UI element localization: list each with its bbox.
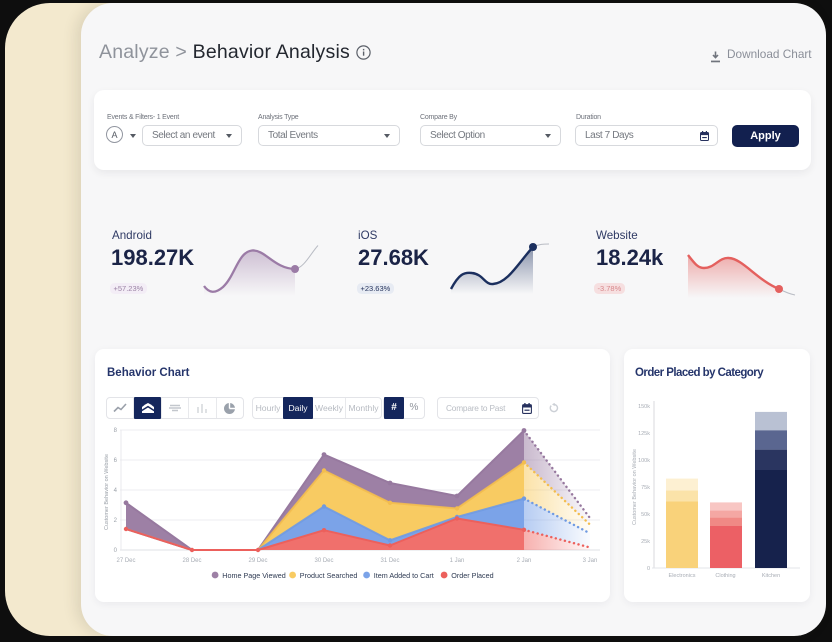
svg-text:1 Jan: 1 Jan bbox=[450, 558, 465, 564]
svg-text:125k: 125k bbox=[638, 431, 650, 437]
svg-text:Clothing: Clothing bbox=[715, 573, 735, 579]
svg-text:8: 8 bbox=[114, 428, 118, 434]
svg-text:Kitchen: Kitchen bbox=[762, 573, 780, 579]
svg-text:Customer Behavior on Website: Customer Behavior on Website bbox=[632, 449, 638, 525]
svg-text:2: 2 bbox=[114, 518, 118, 524]
svg-text:25k: 25k bbox=[641, 539, 650, 545]
svg-text:28 Dec: 28 Dec bbox=[182, 558, 201, 564]
svg-text:150k: 150k bbox=[638, 404, 650, 410]
svg-text:Home Page Viewed: Home Page Viewed bbox=[222, 571, 285, 580]
svg-text:30 Dec: 30 Dec bbox=[314, 558, 333, 564]
svg-text:29 Dec: 29 Dec bbox=[248, 558, 267, 564]
svg-text:75k: 75k bbox=[641, 485, 650, 491]
svg-text:0: 0 bbox=[114, 548, 118, 554]
svg-text:31 Dec: 31 Dec bbox=[380, 558, 399, 564]
svg-text:100k: 100k bbox=[638, 458, 650, 464]
svg-text:0: 0 bbox=[647, 566, 650, 572]
svg-text:6: 6 bbox=[114, 458, 118, 464]
svg-text:3 Jan: 3 Jan bbox=[583, 558, 598, 564]
svg-text:Customer Behavior on Website: Customer Behavior on Website bbox=[104, 454, 110, 530]
svg-text:27 Dec: 27 Dec bbox=[116, 558, 135, 564]
svg-text:Electronics: Electronics bbox=[669, 573, 696, 579]
svg-text:Order Placed: Order Placed bbox=[451, 571, 493, 580]
svg-text:4: 4 bbox=[114, 488, 118, 494]
svg-text:2 Jan: 2 Jan bbox=[517, 558, 532, 564]
svg-text:50k: 50k bbox=[641, 512, 650, 518]
svg-text:Product Searched: Product Searched bbox=[300, 571, 358, 580]
svg-text:Item Added to Cart: Item Added to Cart bbox=[374, 571, 434, 580]
